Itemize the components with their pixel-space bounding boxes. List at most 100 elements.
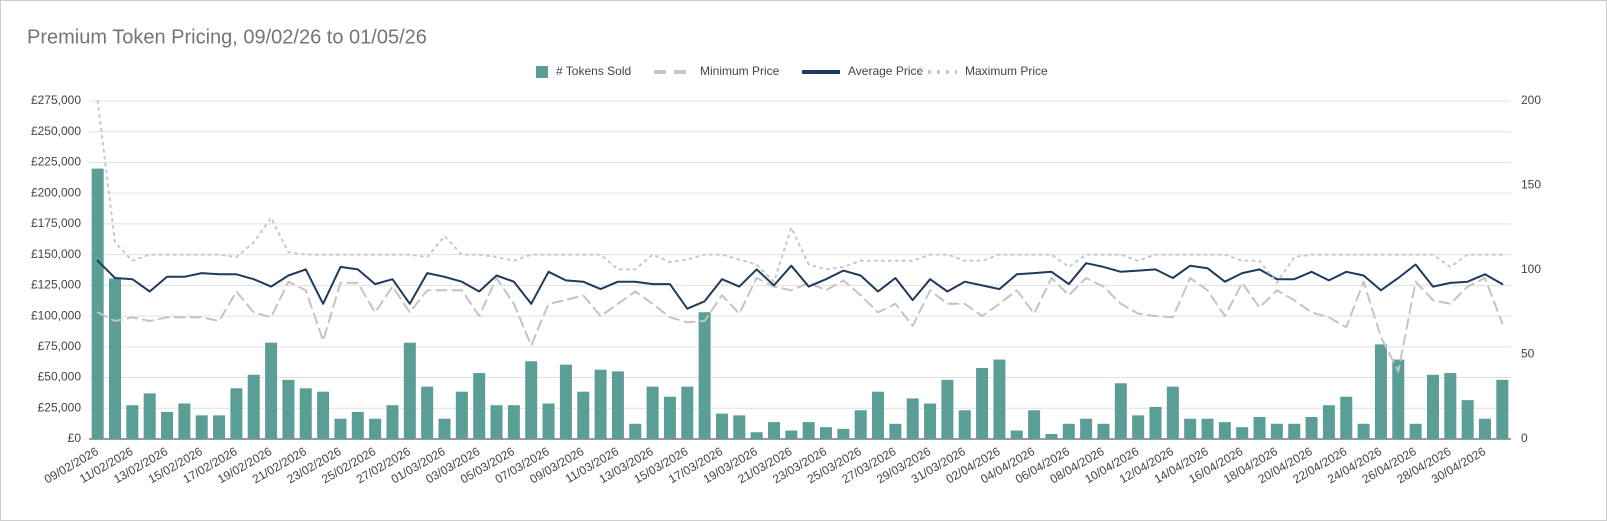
y-tick-label: £250,000: [31, 124, 81, 138]
bar: [230, 388, 243, 439]
bar: [715, 413, 728, 439]
legend-swatch: [536, 66, 548, 78]
line-solid: [96, 259, 1504, 310]
bar: [178, 403, 191, 439]
bar: [1080, 418, 1093, 439]
bar: [767, 422, 780, 439]
bar: [143, 393, 156, 439]
bar: [1166, 386, 1179, 439]
y-tick-label: £225,000: [31, 155, 81, 169]
bar: [1444, 373, 1457, 439]
bar: [1184, 418, 1197, 439]
bar: [195, 415, 208, 439]
bar: [611, 371, 624, 439]
bar: [126, 405, 139, 439]
bar: [559, 364, 572, 439]
bar: [161, 411, 174, 439]
bar: [1149, 406, 1162, 439]
bar: [820, 427, 833, 439]
y-tick-label: £175,000: [31, 216, 81, 230]
bar: [837, 428, 850, 439]
bar: [265, 342, 278, 439]
y2-tick-label: 100: [1521, 262, 1541, 276]
bar: [1496, 379, 1509, 439]
y-tick-label: £100,000: [31, 308, 81, 322]
bar: [976, 368, 989, 439]
bar: [386, 405, 399, 439]
bar: [299, 388, 312, 439]
bar: [698, 312, 711, 439]
bar: [958, 410, 971, 439]
bar: [663, 396, 676, 439]
bar: [1288, 423, 1301, 439]
bar: [1097, 423, 1110, 439]
bar: [1409, 423, 1422, 439]
bar: [334, 418, 347, 439]
y2-tick-label: 150: [1521, 178, 1541, 192]
bar: [924, 403, 937, 439]
y-tick-label: £0: [68, 431, 82, 445]
y-tick-label: £25,000: [38, 400, 82, 414]
bar: [629, 423, 642, 439]
bar: [1132, 415, 1145, 439]
bar: [1028, 410, 1041, 439]
bar: [525, 361, 538, 439]
y2-tick-label: 0: [1521, 431, 1528, 445]
bar: [1010, 430, 1023, 439]
bar: [1392, 359, 1405, 439]
y-tick-label: £275,000: [31, 93, 81, 107]
bar: [91, 168, 104, 439]
y2-tick-label: 200: [1521, 93, 1541, 107]
bar: [854, 410, 867, 439]
bar: [785, 430, 798, 439]
bar: [1062, 423, 1075, 439]
bar: [1236, 427, 1249, 439]
bar: [1340, 396, 1353, 439]
line-dotted: [96, 100, 1504, 284]
bar: [750, 432, 763, 439]
bar: [1045, 433, 1058, 439]
bar: [351, 411, 364, 439]
bar: [1374, 344, 1387, 439]
bar: [681, 386, 694, 439]
bar: [872, 391, 885, 439]
bar: [490, 405, 503, 439]
bar: [1305, 417, 1318, 439]
bar: [1218, 422, 1231, 439]
bar: [1426, 374, 1439, 439]
legend-label: # Tokens Sold: [556, 64, 631, 78]
bar: [1461, 400, 1474, 439]
y-tick-label: £125,000: [31, 278, 81, 292]
bar: [369, 418, 382, 439]
legend-label: Minimum Price: [700, 64, 780, 78]
bar: [438, 418, 451, 439]
bar: [213, 415, 226, 439]
legend-label: Maximum Price: [965, 64, 1048, 78]
bar: [646, 386, 659, 439]
bar: [1270, 423, 1283, 439]
bar: [109, 278, 122, 439]
y-tick-label: £50,000: [38, 370, 82, 384]
legend-label: Average Price: [848, 64, 923, 78]
bar: [577, 391, 590, 439]
bar: [993, 359, 1006, 439]
bar: [802, 422, 815, 439]
bar: [247, 374, 260, 439]
bar: [889, 423, 902, 439]
bar: [1201, 418, 1214, 439]
chart-title: Premium Token Pricing, 09/02/26 to 01/05…: [27, 26, 427, 48]
bar: [1114, 383, 1127, 439]
y-tick-label: £150,000: [31, 247, 81, 261]
bar: [906, 398, 919, 439]
bar: [941, 379, 954, 439]
bar: [1253, 417, 1266, 439]
bar: [1322, 405, 1335, 439]
bar: [455, 391, 468, 439]
bar: [594, 369, 607, 439]
bar: [403, 342, 416, 439]
y-tick-label: £75,000: [38, 339, 82, 353]
y2-tick-label: 50: [1521, 347, 1535, 361]
y-tick-label: £200,000: [31, 185, 81, 199]
bar: [542, 403, 555, 439]
